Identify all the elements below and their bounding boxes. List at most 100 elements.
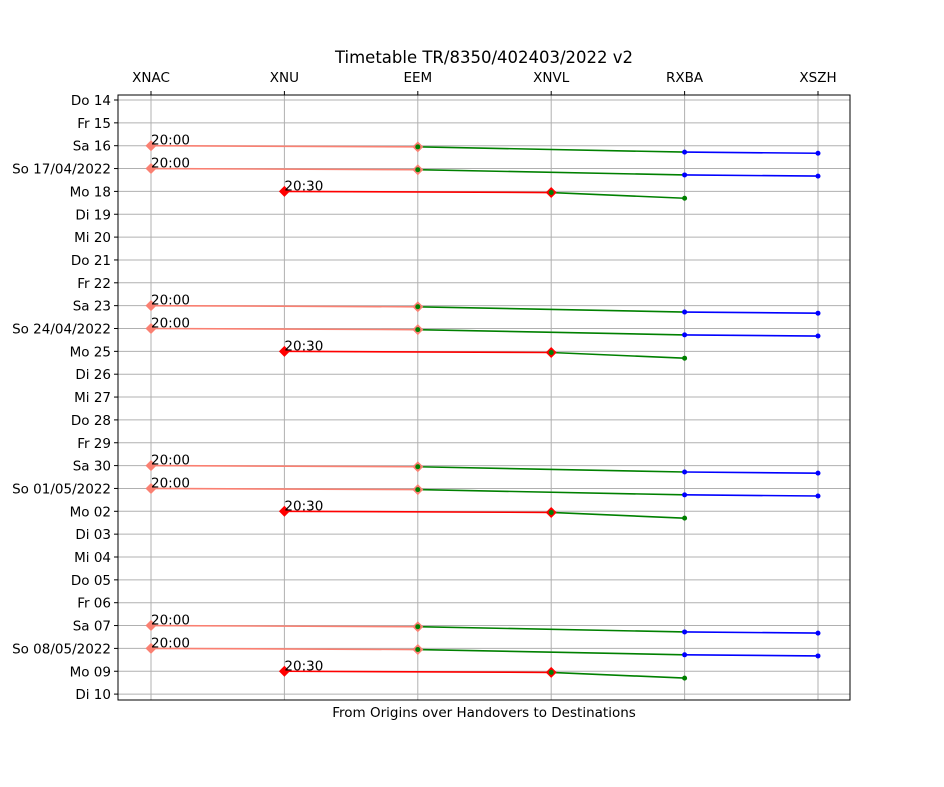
origin-marker (145, 140, 157, 152)
stop-dot (682, 629, 688, 635)
x-axis-label: From Origins over Handovers to Destinati… (332, 705, 636, 721)
x-tick-label: XNVL (533, 70, 570, 86)
stop-dot (815, 630, 821, 636)
trip-segment (150, 304, 418, 308)
trip: 20:30 (278, 178, 688, 201)
handover-dot (415, 647, 421, 653)
trip-segment (684, 174, 819, 177)
stop-dot (682, 149, 688, 155)
trip-segment (684, 151, 819, 155)
trip-segment (551, 671, 685, 679)
departure-time-label: 20:00 (151, 133, 190, 149)
y-tick-label: Mo 02 (70, 504, 111, 520)
stop-dot (815, 310, 821, 316)
trip-segment (417, 465, 685, 473)
y-tick-label: So 01/05/2022 (12, 481, 111, 497)
trip-segment (417, 488, 685, 496)
handover-dot (548, 190, 554, 196)
origin-marker (145, 323, 157, 334)
handover-dot (548, 349, 554, 355)
trip-marks: 20:00 20:00 20:30 20:00 20:00 20:30 20:00 20:00… (145, 133, 821, 681)
origin-marker (145, 460, 157, 472)
stop-dot (682, 309, 688, 315)
y-tick-label: Do 28 (71, 413, 111, 429)
stop-dot (682, 332, 688, 338)
trip-segment (417, 328, 685, 336)
y-tick-label: Mi 27 (74, 390, 111, 406)
trip: 20:00 (145, 635, 821, 659)
trip: 20:00 (145, 475, 821, 499)
trip: 20:30 (278, 498, 688, 521)
handover-dot (548, 509, 554, 515)
trip-segment (684, 311, 819, 314)
y-tick-label: Fr 15 (77, 116, 111, 132)
stop-dot (682, 675, 688, 681)
y-tick-label: So 24/04/2022 (12, 322, 111, 338)
trip-segment (684, 471, 819, 474)
x-tick-label: EEM (403, 70, 432, 86)
handover-dot (548, 669, 554, 675)
trip-segment (551, 191, 685, 200)
trip: 20:00 (145, 316, 821, 339)
y-tick-label: Fr 22 (77, 276, 111, 292)
trip-segment (417, 648, 685, 656)
y-tick-label: Sa 16 (73, 139, 111, 155)
chart-title: Timetable TR/8350/402403/2022 v2 (334, 48, 633, 67)
trip-segment (417, 146, 685, 153)
stop-dot (815, 173, 821, 179)
plot-frame (117, 94, 851, 701)
y-tick-label: Do 05 (71, 573, 111, 589)
departure-time-label: 20:30 (284, 658, 323, 674)
y-tick-label: Sa 07 (73, 619, 111, 635)
y-tick-label: Mo 18 (70, 184, 111, 200)
trip-segment (684, 334, 819, 337)
trip: 20:30 (278, 338, 688, 361)
stop-dot (682, 492, 688, 498)
y-tick-label: Mo 09 (70, 664, 111, 680)
x-tick-label: XNAC (132, 70, 170, 86)
departure-time-label: 20:30 (284, 338, 323, 354)
stop-dot (682, 652, 688, 658)
y-tick-label: Sa 23 (73, 299, 111, 315)
stop-dot (815, 470, 821, 476)
tick-labels: Do 14 Fr 15 Sa 16 So 17/04/2022 Mo 18 Di 19 Mi… (12, 70, 837, 703)
trip-segment (417, 625, 685, 633)
trip-segment (551, 351, 685, 360)
trip: 20:00 (145, 453, 821, 476)
y-tick-label: Mi 20 (74, 230, 111, 246)
departure-time-label: 20:00 (151, 293, 190, 309)
handover-dot (415, 304, 421, 310)
trip-segment (551, 511, 685, 519)
origin-marker (145, 482, 157, 494)
y-tick-label: Do 21 (71, 253, 111, 269)
trip-segment (284, 670, 552, 674)
x-tick-label: XSZH (799, 70, 836, 86)
trip: 20:00 (145, 613, 821, 636)
stop-dot (682, 195, 688, 201)
trip-segment (150, 624, 418, 628)
handover-dot (415, 624, 421, 630)
stop-dot (815, 333, 821, 339)
departure-time-label: 20:30 (284, 178, 323, 194)
trip-segment (150, 647, 418, 651)
trip: 20:30 (278, 658, 688, 681)
y-tick-label: Sa 30 (73, 459, 111, 475)
trip-segment (150, 144, 418, 148)
handover-dot (415, 144, 421, 150)
y-tick-label: So 08/05/2022 (12, 641, 111, 657)
origin-marker (145, 642, 157, 654)
departure-time-label: 20:00 (151, 453, 190, 469)
origin-marker (145, 300, 157, 312)
trip-segment (684, 653, 819, 657)
trip: 20:00 (145, 156, 821, 179)
trip-segment (284, 510, 552, 514)
handover-dot (415, 167, 421, 173)
handover-dot (415, 464, 421, 470)
y-tick-label: Di 03 (75, 527, 111, 543)
origin-marker (145, 620, 157, 632)
y-tick-label: Fr 29 (77, 436, 111, 452)
origin-marker (278, 665, 290, 677)
departure-time-label: 20:00 (151, 613, 190, 629)
trip-segment (284, 190, 552, 194)
